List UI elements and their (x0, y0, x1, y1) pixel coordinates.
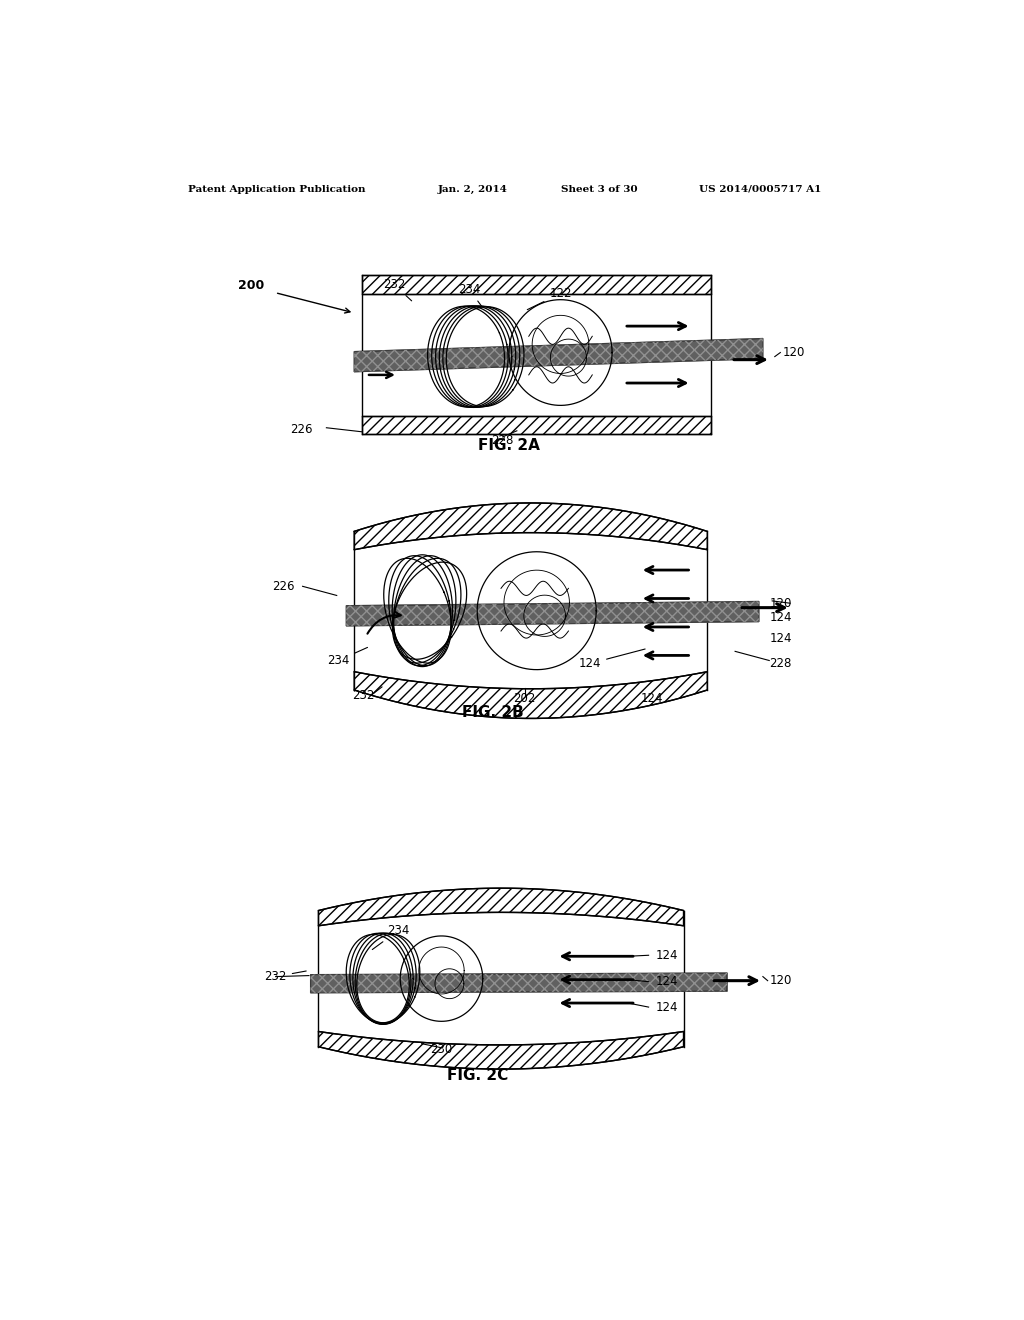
Text: US 2014/0005717 A1: US 2014/0005717 A1 (699, 185, 822, 194)
Polygon shape (318, 888, 684, 925)
Text: Sheet 3 of 30: Sheet 3 of 30 (560, 185, 637, 194)
Text: 234: 234 (327, 647, 368, 667)
Text: 124: 124 (655, 1001, 678, 1014)
Text: 230: 230 (430, 1043, 453, 1056)
Text: 124: 124 (655, 949, 678, 962)
Text: 122: 122 (527, 286, 571, 310)
Text: FIG. 2A: FIG. 2A (478, 437, 540, 453)
Text: 124: 124 (579, 649, 645, 671)
Polygon shape (354, 672, 708, 718)
Text: FIG. 2C: FIG. 2C (446, 1068, 508, 1082)
Text: 120: 120 (769, 597, 792, 610)
Text: FIG. 2B: FIG. 2B (462, 705, 524, 719)
Text: 232: 232 (383, 279, 412, 301)
Bar (362, 276, 712, 293)
Polygon shape (318, 1031, 684, 1069)
Text: 120: 120 (769, 974, 792, 987)
Text: Jan. 2, 2014: Jan. 2, 2014 (437, 185, 507, 194)
Polygon shape (310, 973, 727, 993)
Polygon shape (354, 338, 763, 372)
Text: 202: 202 (514, 692, 536, 705)
Text: 200: 200 (238, 279, 264, 292)
Text: 234: 234 (373, 924, 409, 949)
Text: 124: 124 (769, 611, 792, 624)
Text: 226: 226 (290, 424, 312, 437)
Text: Patent Application Publication: Patent Application Publication (187, 185, 365, 194)
Text: 124: 124 (769, 632, 792, 644)
Text: 124: 124 (655, 975, 678, 989)
Bar (362, 416, 712, 434)
Text: 124: 124 (641, 692, 663, 705)
Text: 228: 228 (769, 657, 792, 671)
Text: 234: 234 (458, 282, 482, 306)
Polygon shape (346, 602, 759, 626)
Text: 228: 228 (492, 434, 514, 447)
Polygon shape (354, 503, 708, 549)
Text: 120: 120 (782, 346, 805, 359)
Text: 232: 232 (352, 689, 375, 701)
Text: 226: 226 (272, 579, 295, 593)
Text: 232: 232 (264, 970, 306, 983)
